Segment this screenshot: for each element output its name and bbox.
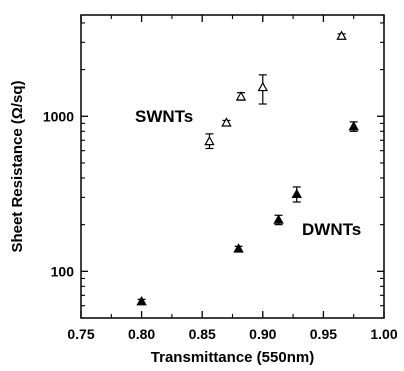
- data-point: [136, 295, 147, 306]
- data-point: [336, 30, 347, 40]
- x-tick-label: 0.95: [310, 326, 337, 342]
- series-labels: SWNTs DWNTs: [135, 107, 361, 239]
- data-point: [348, 120, 359, 131]
- series-label-swnts: SWNTs: [135, 107, 193, 126]
- x-tick-label: 0.85: [189, 326, 216, 342]
- y-tick-label: 100: [51, 263, 75, 279]
- data-point: [204, 135, 215, 146]
- data-point: [233, 243, 244, 253]
- y-axis-title: Sheet Resistance (Ω/sq): [9, 80, 26, 252]
- x-tick-label: 0.90: [249, 326, 276, 342]
- x-tick-label: 0.75: [67, 326, 94, 342]
- data-point: [291, 188, 302, 199]
- data-point: [273, 214, 284, 224]
- data-point: [257, 81, 269, 92]
- series-dwnts: [136, 120, 359, 306]
- series-swnts: [204, 30, 347, 150]
- x-tick-label: 1.00: [370, 326, 397, 342]
- y-tick-label: 1000: [43, 108, 74, 124]
- series-label-dwnts: DWNTs: [302, 220, 361, 239]
- ticks: [80, 15, 385, 319]
- data-point: [235, 91, 247, 101]
- data-point: [221, 117, 232, 127]
- tick-labels: 0.75 0.80 0.85 0.90 0.95 1.00 100 1000: [43, 108, 398, 342]
- data-points: [136, 30, 359, 306]
- plot-frame: [80, 14, 385, 319]
- x-axis-title: Transmittance (550nm): [151, 349, 314, 366]
- x-tick-label: 0.80: [128, 326, 155, 342]
